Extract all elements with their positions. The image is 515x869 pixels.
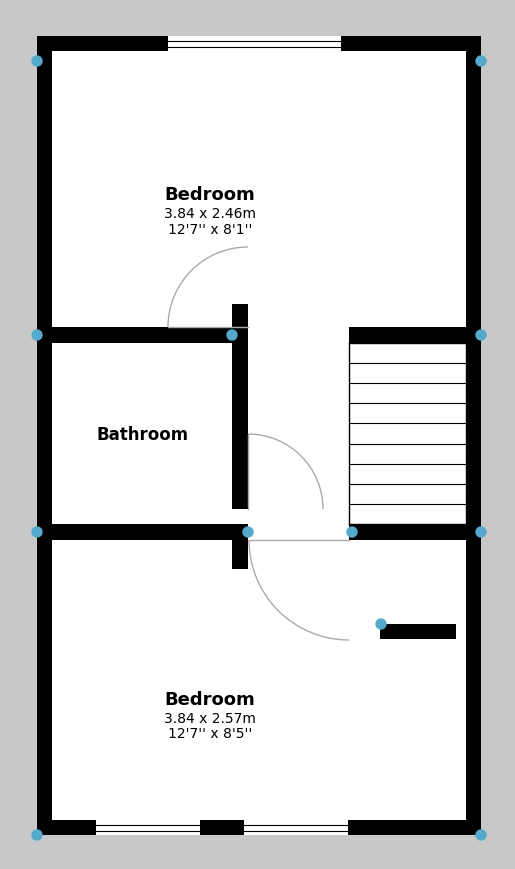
Text: Bedroom: Bedroom	[165, 690, 255, 708]
Text: 12'7'' x 8'5'': 12'7'' x 8'5''	[168, 726, 252, 740]
Circle shape	[32, 330, 42, 341]
Circle shape	[347, 527, 357, 537]
Bar	[52, 328, 232, 343]
Bar	[168, 37, 341, 52]
Bar	[52, 524, 232, 541]
Circle shape	[476, 330, 486, 341]
Text: Bedroom: Bedroom	[165, 186, 255, 203]
Circle shape	[227, 330, 237, 341]
Circle shape	[476, 57, 486, 67]
Circle shape	[476, 527, 486, 537]
Circle shape	[243, 527, 253, 537]
Bar	[232, 524, 248, 569]
Bar	[349, 343, 466, 524]
Text: Bathroom: Bathroom	[97, 426, 189, 443]
Text: 3.84 x 2.57m: 3.84 x 2.57m	[164, 712, 256, 726]
Bar	[232, 343, 248, 509]
Bar	[37, 37, 481, 835]
Text: 12'7'' x 8'1'': 12'7'' x 8'1''	[168, 222, 252, 236]
Bar	[244, 820, 348, 835]
Bar	[96, 820, 200, 835]
Bar	[349, 328, 466, 343]
Circle shape	[376, 620, 386, 629]
Circle shape	[32, 830, 42, 840]
Circle shape	[32, 527, 42, 537]
Bar	[52, 52, 466, 820]
Bar	[232, 305, 248, 343]
Text: 3.84 x 2.46m: 3.84 x 2.46m	[164, 208, 256, 222]
Circle shape	[476, 830, 486, 840]
Circle shape	[32, 57, 42, 67]
Bar	[380, 624, 456, 640]
Bar	[349, 524, 466, 541]
